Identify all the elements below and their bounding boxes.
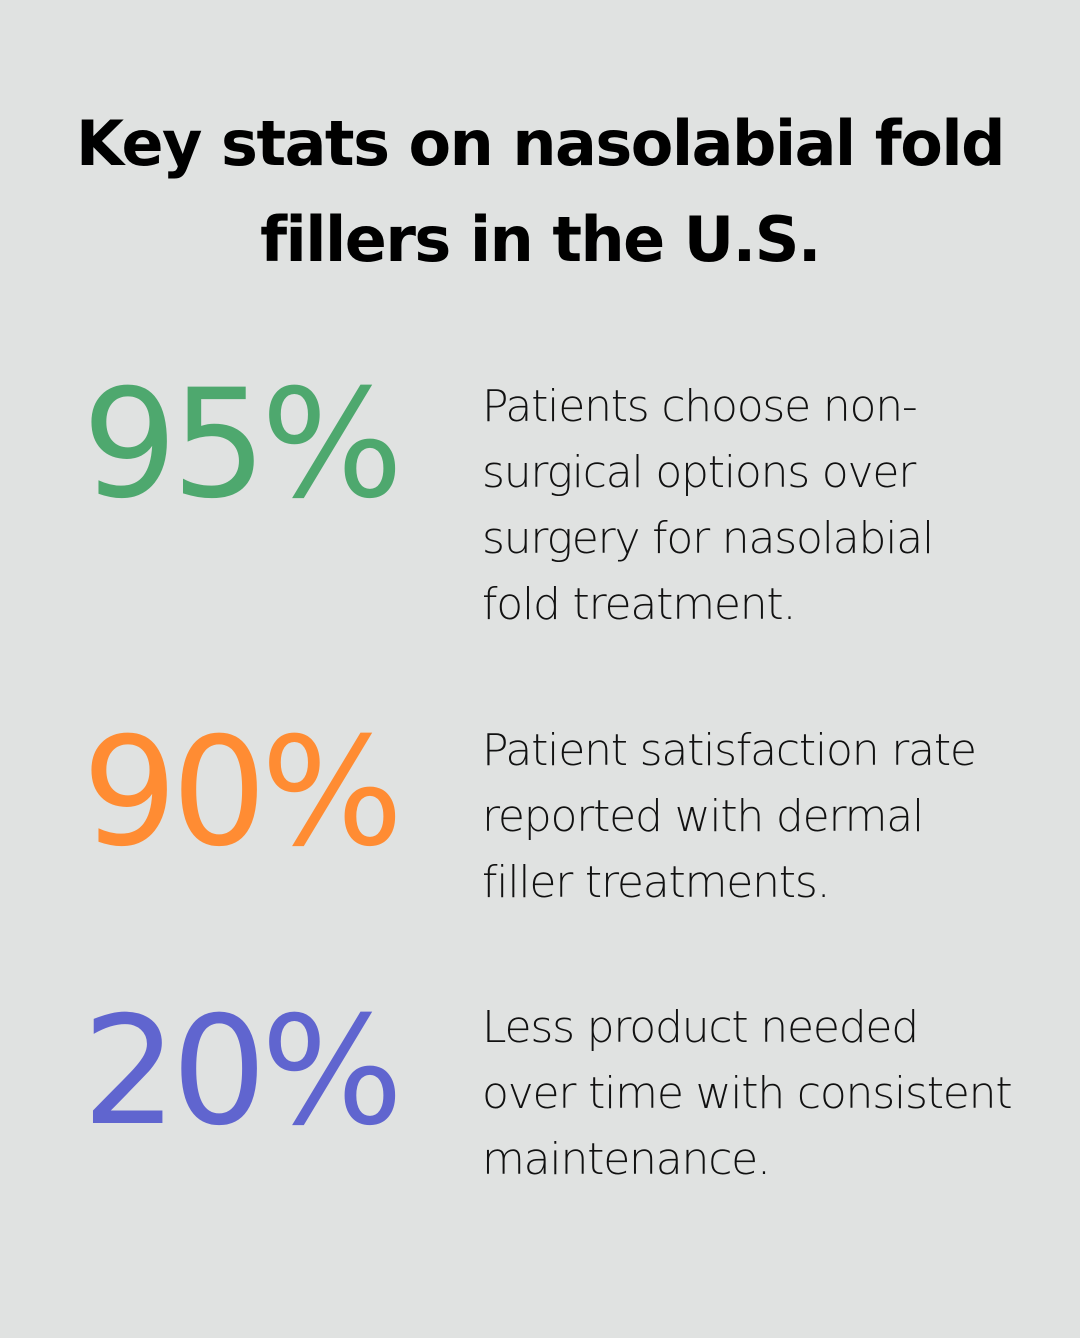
stat-description: Patient satisfaction rate reported with … xyxy=(482,725,977,908)
stat-value: 90% xyxy=(82,706,403,880)
stat-value: 20% xyxy=(82,985,403,1159)
stat-description: Patients choose non-surgical options ove… xyxy=(482,381,934,630)
page-title: Key stats on nasolabial fold fillers in … xyxy=(76,107,1005,276)
stat-description: Less product needed over time with consi… xyxy=(482,1002,1013,1185)
stat-value: 95% xyxy=(82,358,403,532)
